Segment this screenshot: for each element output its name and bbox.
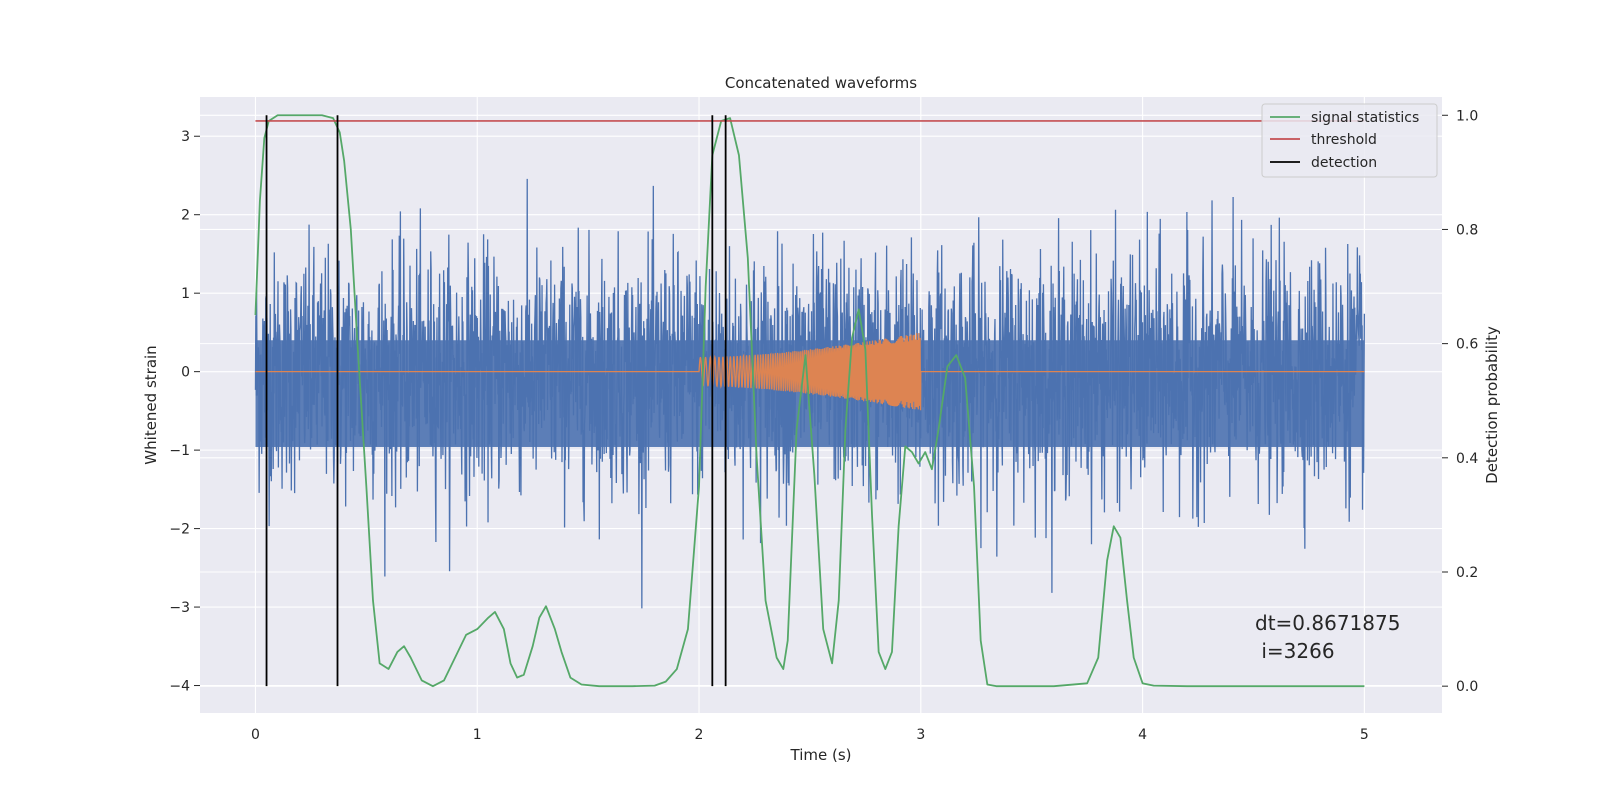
x-tick-label: 1	[473, 727, 482, 743]
annotation-index: i=3266	[1255, 639, 1335, 663]
y-right-tick-label: 0.0	[1456, 679, 1478, 695]
legend: signal statistics threshold detection	[1261, 103, 1438, 178]
injection-trace	[255, 333, 1365, 411]
y-right-tick-label: 0.2	[1456, 565, 1478, 581]
y-axis-label: Whitened strain	[142, 345, 160, 464]
signal-statistics-line	[254, 114, 1365, 688]
detection-series	[265, 115, 727, 687]
signal-statistics-series	[254, 114, 1365, 688]
y-axis-right-label: Detection probability	[1483, 326, 1501, 484]
y-tick-label: −2	[169, 522, 190, 538]
annotation-dt: dt=0.8671875	[1255, 611, 1400, 635]
x-tick-label: 0	[251, 727, 260, 743]
legend-label-detection: detection	[1311, 155, 1377, 171]
x-tick-label: 4	[1138, 727, 1147, 743]
legend-label-threshold: threshold	[1311, 132, 1377, 148]
y-tick-label: −1	[169, 443, 190, 459]
y-tick-label: 0	[181, 365, 190, 381]
y-tick-label: 2	[181, 208, 190, 224]
y-tick-label: 3	[181, 129, 190, 145]
y-right-tick-label: 0.6	[1456, 337, 1478, 353]
y-tick-label: 1	[181, 286, 190, 302]
x-axis-label: Time (s)	[790, 746, 852, 764]
y-right-tick-label: 0.4	[1456, 451, 1478, 467]
injection-series	[255, 333, 1365, 411]
x-tick-label: 3	[916, 727, 925, 743]
y-right-tick-label: 1.0	[1456, 108, 1478, 124]
legend-label-signal-statistics: signal statistics	[1311, 110, 1419, 126]
chart-title: Concatenated waveforms	[725, 74, 917, 92]
x-tick-label: 5	[1360, 727, 1369, 743]
axis-ticks: 0 1 2 3 4 5 −4 −3 −2 −1 0 1 2 3 0.0 0.2 0.4 0.6 0.8 1.0	[169, 108, 1478, 743]
y-tick-label: −3	[169, 600, 190, 616]
y-right-tick-label: 0.8	[1456, 222, 1478, 238]
legend-box	[1261, 103, 1438, 178]
x-tick-label: 2	[695, 727, 704, 743]
y-tick-label: −4	[169, 679, 190, 695]
